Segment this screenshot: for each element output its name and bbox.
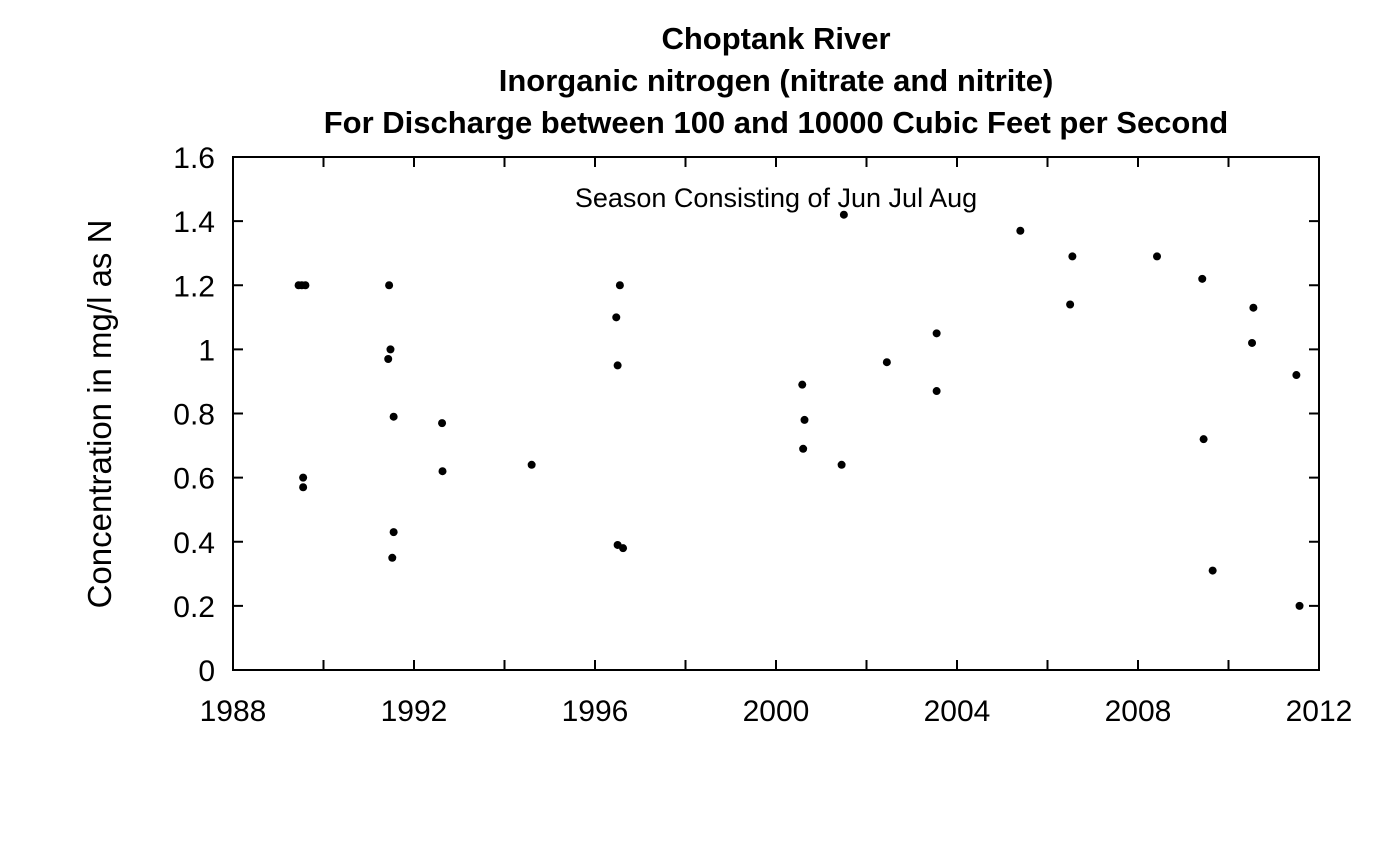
data-points	[294, 210, 1304, 610]
x-tick-label-5: 2008	[1105, 695, 1172, 728]
data-point-18	[619, 544, 628, 553]
data-point-28	[1068, 252, 1077, 261]
data-point-37	[1295, 601, 1304, 610]
data-point-31	[1198, 274, 1207, 283]
data-point-30	[1153, 252, 1162, 261]
x-tick-label-3: 2000	[743, 695, 810, 728]
data-point-14	[615, 281, 624, 290]
x-tick-labels: 1988 1992 1996 2000 2004 2008 2012	[200, 695, 1353, 728]
data-point-3	[299, 473, 308, 482]
data-point-19	[798, 380, 807, 389]
y-tick-label-7: 1.4	[173, 206, 215, 239]
title-line-1: Choptank River	[661, 21, 890, 56]
x-axis-ticks	[232, 157, 1320, 670]
data-point-4	[299, 483, 308, 492]
y-tick-label-4: 0.8	[173, 399, 215, 432]
y-tick-label-0: 0	[198, 655, 215, 688]
data-point-16	[613, 361, 622, 370]
y-tick-label-8: 1.6	[173, 142, 215, 175]
y-tick-label-2: 0.4	[173, 527, 215, 560]
data-point-15	[612, 313, 621, 322]
data-point-5	[385, 281, 394, 290]
x-tick-label-1: 1992	[381, 695, 448, 728]
data-point-20	[800, 415, 809, 424]
data-point-27	[1016, 226, 1025, 235]
data-point-12	[438, 467, 447, 476]
x-tick-label-0: 1988	[200, 695, 267, 728]
data-point-36	[1292, 371, 1301, 380]
data-point-33	[1208, 566, 1217, 575]
data-point-21	[799, 444, 808, 453]
y-tick-label-1: 0.2	[173, 591, 215, 624]
data-point-22	[839, 210, 848, 219]
data-point-29	[1066, 300, 1075, 309]
data-point-32	[1199, 435, 1208, 444]
data-point-2	[301, 281, 310, 290]
y-axis-ticks	[233, 156, 1319, 671]
y-axis-label: Concentration in mg/l as N	[81, 220, 118, 609]
x-tick-label-2: 1996	[562, 695, 629, 728]
data-point-26	[932, 387, 941, 396]
x-tick-label-6: 2012	[1286, 695, 1353, 728]
data-point-6	[386, 345, 395, 354]
season-annotation: Season Consisting of Jun Jul Aug	[575, 183, 977, 213]
chart-title: Choptank River Inorganic nitrogen (nitra…	[324, 21, 1228, 140]
data-point-7	[384, 354, 393, 363]
data-point-11	[438, 419, 447, 428]
y-tick-label-5: 1	[198, 334, 215, 367]
data-point-35	[1248, 338, 1257, 347]
y-tick-label-3: 0.6	[173, 463, 215, 496]
data-point-13	[527, 460, 536, 469]
title-line-3: For Discharge between 100 and 10000 Cubi…	[324, 105, 1228, 140]
data-point-8	[389, 412, 398, 421]
data-point-25	[932, 329, 941, 338]
title-line-2: Inorganic nitrogen (nitrate and nitrite)	[499, 63, 1054, 98]
x-tick-label-4: 2004	[924, 695, 991, 728]
data-point-9	[389, 528, 398, 537]
data-point-34	[1249, 303, 1258, 312]
data-point-23	[837, 460, 846, 469]
y-tick-label-6: 1.2	[173, 270, 215, 303]
data-point-10	[388, 553, 397, 562]
y-tick-labels: 0 0.2 0.4 0.6 0.8 1 1.2 1.4 1.6	[173, 142, 215, 688]
data-point-24	[882, 358, 891, 367]
